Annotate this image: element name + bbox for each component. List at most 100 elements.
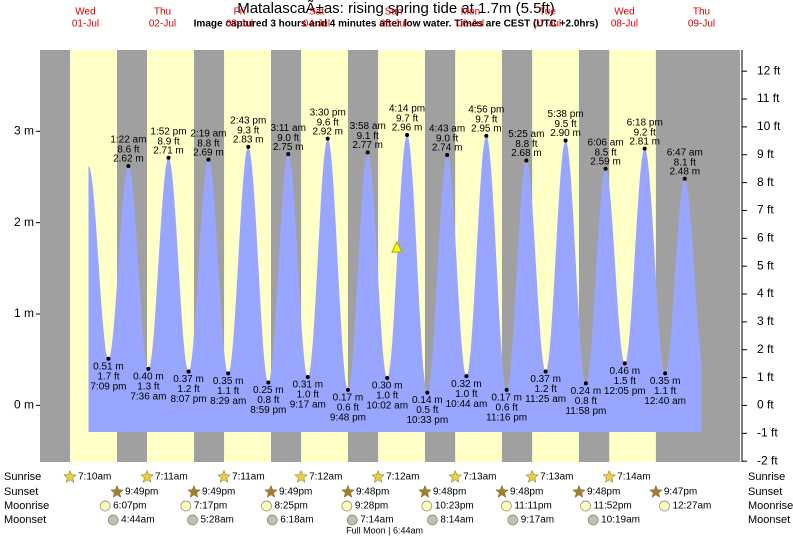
moonrise-icon [180, 500, 192, 512]
tide-point [543, 369, 548, 374]
high-tide-label: 2.96 m [392, 123, 423, 134]
sunrise-icon [217, 469, 231, 483]
tide-point [484, 133, 489, 138]
y2-tick-label: 4 ft [757, 286, 774, 300]
high-tide-label: 2:19 am [190, 128, 226, 139]
high-tide-label: 4:43 am [429, 124, 465, 135]
y2-tick-label: 1 ft [757, 370, 774, 384]
low-tide-label: 12:05 pm [604, 386, 646, 397]
low-tide-label: 9:48 pm [330, 412, 366, 423]
low-tide-label: 11:25 am [525, 394, 566, 405]
low-tide-label: 0.8 ft [257, 395, 279, 406]
y-tick-label: 0 m [14, 398, 34, 412]
chart-subtitle: Image captured 3 hours and 4 minutes aft… [194, 19, 599, 30]
high-tide-label: 2.48 m [669, 166, 700, 177]
sunrise-icon [371, 469, 385, 483]
row-label: Sunrise [4, 471, 41, 483]
sunset-icon [187, 484, 201, 498]
tide-point [106, 356, 111, 361]
low-tide-label: 8:07 pm [170, 394, 206, 405]
high-tide-label: 2.75 m [273, 142, 304, 153]
sunrise-icon [294, 469, 308, 483]
high-tide-label: 2.68 m [511, 148, 542, 159]
sunset-time: 9:49pm [279, 487, 312, 498]
tide-point [563, 138, 568, 143]
sunset-icon [110, 484, 124, 498]
row-label: Moonrise [748, 500, 793, 512]
tide-area [88, 135, 702, 432]
high-tide-label: 9.5 ft [554, 119, 576, 130]
tide-point [464, 374, 469, 379]
high-tide-label: 2.83 m [233, 134, 264, 145]
y2-tick-label: 3 ft [757, 314, 774, 328]
y2-tick-label: -1 ft [757, 425, 778, 439]
low-tide-label: 0.30 m [372, 381, 403, 392]
y2-tick-label: -2 ft [757, 453, 778, 467]
day-name: Sun [385, 7, 403, 18]
high-tide-label: 3:58 am [350, 121, 386, 132]
y2-tick-label: 9 ft [757, 147, 774, 161]
tide-point [663, 371, 668, 376]
tide-point [126, 164, 131, 169]
high-tide-label: 3:30 pm [310, 107, 346, 118]
low-tide-label: 0.40 m [133, 371, 164, 382]
moonrise-time: 11:52pm [594, 501, 632, 512]
high-tide-label: 9.0 ft [436, 134, 458, 145]
sunset-time: 9:49pm [125, 487, 158, 498]
tide-point [504, 387, 509, 392]
low-tide-label: 7:36 am [130, 391, 166, 402]
moonrise-icon [659, 500, 670, 512]
moonrise-time: 11:11pm [514, 501, 551, 512]
tide-point [642, 146, 647, 151]
tide-point [682, 176, 687, 181]
moonrise-time: 12:27am [672, 501, 711, 512]
row-label: Moonset [748, 514, 790, 526]
current-marker [391, 240, 403, 253]
y2-tick-label: 11 ft [757, 91, 780, 105]
tide-point [305, 375, 310, 380]
tide-point [286, 152, 291, 157]
high-tide-label: 2.77 m [352, 140, 383, 151]
low-tide-label: 8:29 am [210, 396, 246, 407]
tide-point [445, 153, 450, 158]
tide-point [345, 387, 350, 392]
sunset-time: 9:47pm [664, 487, 697, 498]
day-name: Fri [234, 7, 246, 18]
row-label: Sunset [748, 486, 782, 498]
tide-point [226, 371, 231, 376]
moon-phase: Full Moon | 6:44am [346, 525, 423, 535]
low-tide-label: 9:17 am [290, 400, 326, 411]
sunset-time: 9:48pm [356, 487, 389, 498]
day-date: 01-Jul [72, 19, 99, 30]
low-tide-label: 1.2 ft [177, 384, 199, 395]
y2-tick-label: 5 ft [757, 258, 774, 272]
day-date: 02-Jul [149, 19, 176, 30]
tide-point [603, 166, 608, 171]
day-date: 05-Jul [380, 19, 407, 30]
low-tide-label: 0.37 m [530, 374, 561, 385]
moonset-time: 9:17am [521, 515, 554, 526]
y2-tick-label: 12 ft [757, 63, 781, 77]
moonset-icon [587, 514, 599, 526]
day-name: Mon [461, 7, 480, 18]
sunrise-time: 7:11am [155, 472, 188, 483]
low-tide-label: 1.3 ft [137, 381, 159, 392]
sunset-icon [264, 484, 278, 498]
high-tide-label: 2.62 m [113, 154, 144, 165]
moonrise-time: 9:28pm [355, 501, 388, 512]
tide-point [385, 375, 390, 380]
tide-point [246, 144, 251, 149]
low-tide-label: 0.31 m [292, 380, 323, 391]
sunset-icon [572, 484, 586, 498]
high-tide-label: 8.5 ft [594, 147, 616, 158]
y2-tick-label: 6 ft [757, 230, 774, 244]
low-tide-label: 1.1 ft [217, 386, 239, 397]
moonrise-icon [421, 500, 433, 512]
tide-point [405, 132, 410, 137]
low-tide-label: 0.24 m [571, 386, 602, 397]
tide-point [206, 157, 211, 162]
high-tide-label: 2.59 m [590, 156, 621, 167]
sunset-time: 9:49pm [202, 487, 235, 498]
high-tide-label: 5:25 am [508, 129, 544, 140]
high-tide-label: 2.74 m [432, 143, 463, 154]
